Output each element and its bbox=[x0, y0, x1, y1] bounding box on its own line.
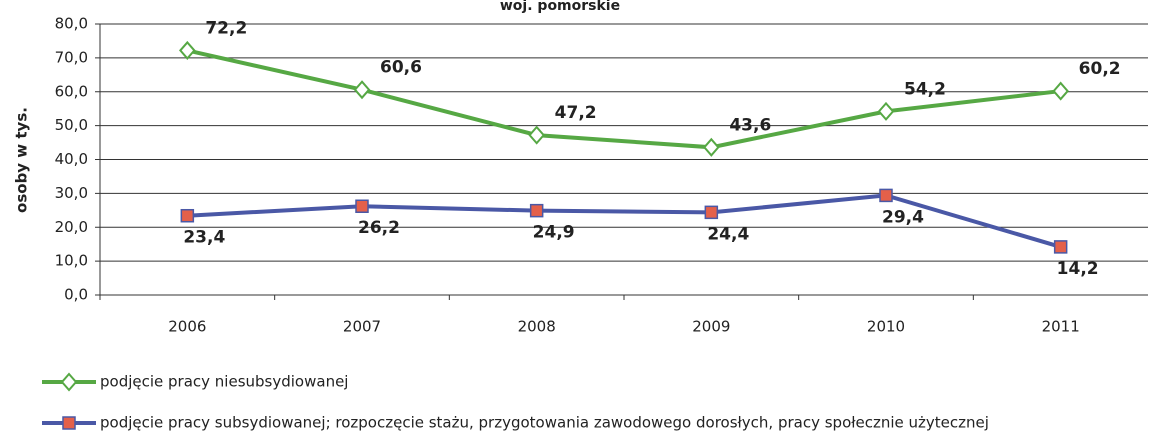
chart-title: woj. pomorskie bbox=[500, 0, 620, 14]
y-tick-label: 0,0 bbox=[64, 286, 88, 304]
value-label: 54,2 bbox=[904, 79, 946, 99]
series-line bbox=[187, 193, 1062, 249]
value-label: 24,4 bbox=[707, 224, 749, 244]
marker bbox=[179, 40, 196, 60]
y-axis-label: osoby w tys. bbox=[13, 107, 31, 213]
marker bbox=[1053, 240, 1068, 254]
x-tick-label: 2008 bbox=[518, 318, 556, 336]
marker bbox=[704, 205, 719, 220]
marker bbox=[62, 416, 76, 430]
marker bbox=[529, 203, 544, 218]
value-label: 47,2 bbox=[555, 103, 597, 123]
y-tick-label: 40,0 bbox=[55, 150, 88, 168]
y-tick-label: 80,0 bbox=[55, 15, 88, 33]
marker bbox=[879, 188, 893, 203]
x-tick-label: 2009 bbox=[692, 318, 730, 336]
marker bbox=[1052, 81, 1069, 101]
legend-label: podjęcie pracy niesubsydiowanej bbox=[100, 373, 348, 391]
y-tick-label: 50,0 bbox=[55, 116, 88, 134]
marker bbox=[528, 125, 545, 145]
x-tick-label: 2011 bbox=[1042, 318, 1080, 336]
marker bbox=[877, 101, 895, 121]
value-label: 43,6 bbox=[729, 115, 771, 135]
marker bbox=[60, 372, 78, 392]
series-line bbox=[186, 48, 1061, 150]
x-tick-label: 2010 bbox=[867, 318, 905, 336]
y-tick-label: 60,0 bbox=[55, 82, 88, 100]
value-label: 26,2 bbox=[358, 218, 400, 238]
marker bbox=[355, 199, 369, 213]
value-label: 72,2 bbox=[205, 18, 247, 38]
marker bbox=[703, 137, 720, 157]
value-label: 29,4 bbox=[882, 207, 924, 227]
value-label: 24,9 bbox=[533, 223, 575, 243]
value-label: 60,2 bbox=[1079, 59, 1121, 79]
marker bbox=[353, 80, 371, 100]
x-tick-label: 2006 bbox=[168, 318, 206, 336]
y-tick-label: 70,0 bbox=[55, 48, 88, 66]
y-tick-label: 20,0 bbox=[55, 218, 88, 236]
y-tick-label: 30,0 bbox=[55, 184, 88, 202]
value-label: 14,2 bbox=[1057, 259, 1099, 279]
x-tick-label: 2007 bbox=[343, 318, 381, 336]
value-label: 23,4 bbox=[183, 228, 225, 248]
y-tick-label: 10,0 bbox=[55, 252, 88, 270]
marker bbox=[180, 208, 195, 223]
legend-label: podjęcie pracy subsydiowanej; rozpoczęci… bbox=[100, 414, 989, 432]
value-label: 60,6 bbox=[380, 58, 422, 78]
